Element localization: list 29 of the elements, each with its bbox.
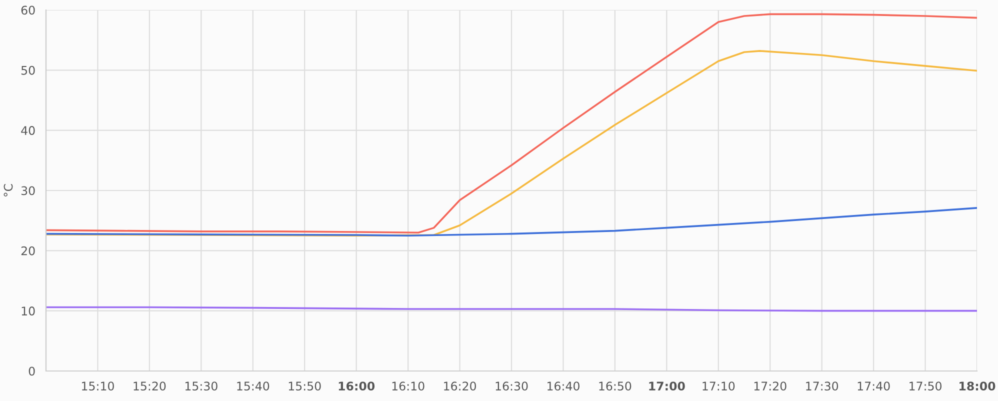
x-tick-label: 17:40 bbox=[858, 382, 890, 391]
x-tick-label: 15:50 bbox=[288, 382, 321, 391]
x-tick-label: 15:10 bbox=[82, 382, 114, 391]
y-axis-title: °C bbox=[4, 184, 13, 196]
x-tick-label: 16:50 bbox=[599, 382, 632, 391]
x-tick-label: 16:20 bbox=[444, 382, 476, 391]
line-series bbox=[46, 207, 977, 237]
line-series bbox=[46, 13, 977, 234]
x-tick-label: 16:00 bbox=[338, 382, 375, 391]
x-tick-label: 16:40 bbox=[548, 382, 580, 391]
x-tick-label: 17:30 bbox=[806, 382, 838, 391]
x-tick-label: 15:20 bbox=[134, 382, 166, 391]
x-tick-label: 15:30 bbox=[185, 382, 218, 391]
x-tick-label: 16:10 bbox=[392, 382, 424, 391]
line-series bbox=[46, 50, 977, 237]
x-tick-label: 17:20 bbox=[754, 382, 786, 391]
x-tick-label: 17:50 bbox=[910, 382, 942, 391]
y-tick-label: 10 bbox=[22, 306, 35, 316]
y-tick-label: 20 bbox=[21, 246, 35, 256]
x-tick-label: 17:00 bbox=[649, 382, 685, 391]
y-tick-label: 30 bbox=[21, 186, 35, 196]
y-tick-label: 50 bbox=[21, 66, 35, 75]
x-tick-label: 17:10 bbox=[702, 382, 735, 391]
y-tick-label: 60 bbox=[21, 6, 35, 15]
x-tick-label: 16:30 bbox=[496, 382, 528, 391]
x-tick-label: 15:40 bbox=[237, 382, 270, 391]
x-tick-label: 18:00 bbox=[960, 382, 996, 391]
y-tick-label: 40 bbox=[21, 126, 35, 135]
y-tick-label: 0 bbox=[28, 366, 35, 376]
